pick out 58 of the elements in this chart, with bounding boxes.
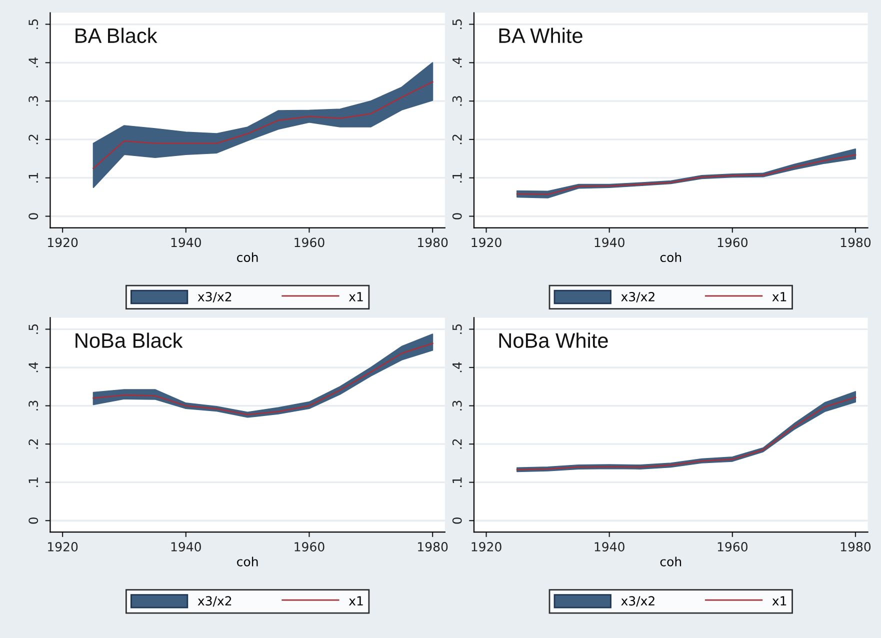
legend-label: x1 — [348, 596, 363, 606]
x-tick-label: 1960 — [294, 238, 324, 248]
y-tick-label: .4 — [28, 57, 38, 68]
legend-label: x1 — [772, 292, 786, 302]
line-series — [516, 154, 856, 196]
x-tick-label: 1960 — [294, 542, 324, 552]
legend-label: x3/x2 — [198, 596, 232, 607]
x-tick-label: 1980 — [840, 542, 871, 552]
x-axis-title: coh — [237, 556, 258, 566]
x-tick-label: 1960 — [718, 542, 748, 552]
x-tick-label: 1960 — [718, 238, 748, 248]
x-axis-title: coh — [660, 556, 682, 566]
text: BA Black — [76, 28, 158, 44]
x-tick-label: 1940 — [171, 542, 201, 552]
x-axis-title: coh — [660, 252, 682, 262]
y-tick-label: 0 — [28, 517, 38, 524]
x-tick-label: 1980 — [418, 238, 448, 248]
line-series — [92, 81, 434, 169]
y-tick-label: .5 — [28, 324, 38, 334]
legend-label: x1 — [348, 292, 363, 302]
x-tick-label: 1920 — [48, 238, 78, 248]
y-tick-label: .2 — [452, 439, 462, 449]
y-tick-label: .2 — [28, 134, 38, 144]
y-tick-label: .1 — [452, 478, 462, 487]
text: NoBa White — [499, 332, 608, 348]
y-tick-label: .3 — [452, 400, 462, 410]
y-tick-label: 0 — [28, 213, 38, 220]
x-tick-label: 1940 — [594, 238, 624, 248]
x-tick-label: 1920 — [472, 238, 502, 248]
legend-label: x3/x2 — [621, 596, 654, 607]
x-tick-label: 1920 — [48, 542, 78, 552]
y-tick-label: .4 — [452, 362, 462, 372]
x-axis-title: coh — [237, 252, 258, 262]
legend-label: x1 — [772, 596, 786, 606]
y-tick-label: .5 — [452, 324, 462, 334]
y-tick-label: .4 — [452, 57, 462, 68]
x-tick-label: 1940 — [594, 542, 624, 552]
y-tick-label: 0 — [452, 517, 462, 524]
y-tick-label: .1 — [452, 173, 462, 182]
y-tick-label: .5 — [28, 19, 38, 29]
y-tick-label: .1 — [28, 173, 38, 182]
x-tick-label: 1940 — [171, 238, 201, 248]
text: BA White — [499, 28, 582, 44]
x-tick-label: 1920 — [472, 542, 502, 552]
y-tick-label: .1 — [28, 478, 38, 487]
y-tick-label: 0 — [452, 213, 462, 220]
y-tick-label: .5 — [452, 19, 462, 29]
y-tick-label: .3 — [28, 96, 38, 106]
y-tick-label: .2 — [452, 134, 462, 144]
x-tick-label: 1980 — [418, 542, 448, 552]
x-tick-label: 1980 — [840, 238, 871, 248]
y-tick-label: .3 — [28, 400, 38, 410]
text: NoBa Black — [76, 332, 183, 348]
y-tick-label: .2 — [28, 439, 38, 449]
legend-label: x3/x2 — [621, 292, 654, 302]
y-tick-label: .4 — [28, 362, 38, 372]
legend-label: x3/x2 — [198, 292, 232, 302]
y-tick-label: .3 — [452, 96, 462, 106]
